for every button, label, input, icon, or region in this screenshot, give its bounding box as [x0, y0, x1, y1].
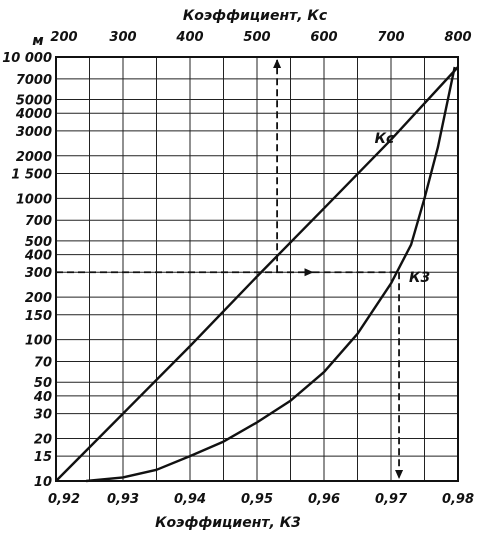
left-tick-label: 1 500 [11, 167, 52, 182]
bottom-tick-label: 0,98 [442, 492, 474, 507]
left-tick-label: 200 [25, 291, 52, 306]
top-tick-label: 700 [377, 30, 404, 45]
top-tick-label: 400 [175, 30, 203, 45]
left-tick-label: 15 [34, 450, 52, 465]
bottom-tick-label: 0,92 [48, 492, 80, 507]
left-tick-label: 10 [34, 475, 52, 490]
top-tick-label: 300 [109, 30, 136, 45]
bottom-tick-label: 0,95 [241, 492, 273, 507]
bottom-tick-label: 0,93 [107, 492, 139, 507]
top-tick-label: 800 [444, 30, 471, 45]
left-tick-label: 3000 [16, 125, 52, 140]
bottom-tick-label: 0,97 [375, 492, 408, 507]
left-tick-label: 500 [25, 235, 52, 250]
top-tick-label: 200 [50, 30, 77, 45]
left-tick-label: 70 [34, 356, 52, 371]
plot-frame [55, 56, 459, 482]
bottom-tick-label: 0,94 [174, 492, 206, 507]
left-tick-label: 50 [34, 376, 52, 391]
left-tick-label: 150 [25, 309, 52, 324]
top-tick-label: 500 [243, 30, 270, 45]
curve-label-k3: К3 [409, 270, 430, 286]
left-axis-unit: м [32, 33, 43, 49]
left-tick-label: 100 [25, 334, 52, 349]
left-tick-label: 10 000 [2, 51, 52, 66]
left-tick-label: 700 [25, 214, 52, 229]
curves [55, 66, 459, 483]
left-tick-label: 30 [34, 408, 52, 423]
plot-border [55, 56, 459, 482]
top-tick-label: 600 [310, 30, 337, 45]
left-tick-label: 5000 [16, 94, 52, 109]
example-guides [56, 59, 404, 479]
curve-kc [55, 66, 459, 482]
left-tick-label: 40 [33, 390, 52, 405]
left-tick-label: 7000 [16, 73, 52, 88]
curve-label-kc: Кс [375, 131, 395, 147]
left-tick-label: 4000 [15, 107, 52, 122]
left-tick-label: 400 [24, 249, 52, 264]
left-tick-label: 1000 [16, 192, 52, 207]
left-tick-label: 20 [34, 432, 52, 447]
left-tick-label: 300 [25, 266, 52, 281]
top-axis-title: Коэффициент, Кс [183, 8, 328, 24]
bottom-axis-title: Коэффициент, К3 [155, 515, 301, 531]
bottom-tick-label: 0,96 [308, 492, 340, 507]
left-tick-label: 2000 [16, 150, 52, 165]
curve-k3 [85, 66, 456, 483]
